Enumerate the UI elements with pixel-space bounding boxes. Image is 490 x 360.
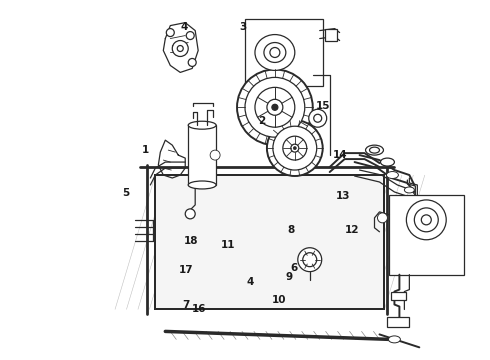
Circle shape [298, 248, 322, 272]
Circle shape [415, 208, 438, 232]
Circle shape [270, 48, 280, 58]
Circle shape [237, 69, 313, 145]
Ellipse shape [387, 171, 398, 179]
Circle shape [186, 32, 194, 40]
Text: 1: 1 [141, 144, 148, 154]
Ellipse shape [389, 336, 400, 343]
Circle shape [255, 87, 295, 127]
Text: 5: 5 [122, 188, 129, 198]
Circle shape [185, 209, 195, 219]
Bar [188, 125, 216, 185]
Circle shape [273, 126, 317, 170]
Text: 7: 7 [183, 300, 190, 310]
Text: 15: 15 [316, 102, 330, 112]
Text: 17: 17 [179, 265, 194, 275]
Circle shape [314, 114, 322, 122]
Text: 13: 13 [335, 191, 350, 201]
Text: 11: 11 [220, 239, 235, 249]
Ellipse shape [188, 121, 216, 129]
Bar [155, 175, 385, 310]
Circle shape [245, 77, 305, 137]
Text: 2: 2 [258, 116, 266, 126]
Circle shape [267, 99, 283, 115]
Text: 4: 4 [180, 22, 188, 32]
Text: 9: 9 [285, 272, 293, 282]
Circle shape [283, 136, 307, 160]
Ellipse shape [264, 42, 286, 62]
Circle shape [177, 45, 183, 51]
Circle shape [291, 144, 299, 152]
Circle shape [166, 28, 174, 37]
Ellipse shape [188, 181, 216, 189]
Circle shape [406, 200, 446, 240]
Ellipse shape [255, 35, 295, 71]
Circle shape [272, 104, 278, 110]
Circle shape [309, 109, 327, 127]
Bar [245, 19, 323, 86]
Text: 18: 18 [184, 236, 198, 246]
Circle shape [267, 120, 323, 176]
Circle shape [188, 58, 196, 67]
Ellipse shape [404, 187, 415, 193]
Circle shape [421, 215, 431, 225]
Circle shape [377, 213, 388, 223]
Text: 8: 8 [288, 225, 295, 235]
Bar [325, 28, 337, 41]
Ellipse shape [380, 158, 394, 166]
Bar [155, 175, 385, 310]
Circle shape [172, 41, 188, 57]
Text: 6: 6 [290, 263, 297, 273]
Circle shape [294, 147, 296, 150]
Text: 10: 10 [272, 295, 287, 305]
Text: 12: 12 [345, 225, 360, 235]
Circle shape [210, 150, 220, 160]
Bar [388, 318, 409, 328]
Text: 3: 3 [239, 22, 246, 32]
Text: 14: 14 [333, 150, 347, 160]
Bar [390, 195, 464, 275]
Text: 4: 4 [246, 277, 253, 287]
Ellipse shape [369, 147, 379, 153]
Circle shape [303, 253, 317, 267]
Text: 16: 16 [192, 304, 206, 314]
Bar [392, 292, 406, 300]
Ellipse shape [366, 145, 384, 155]
